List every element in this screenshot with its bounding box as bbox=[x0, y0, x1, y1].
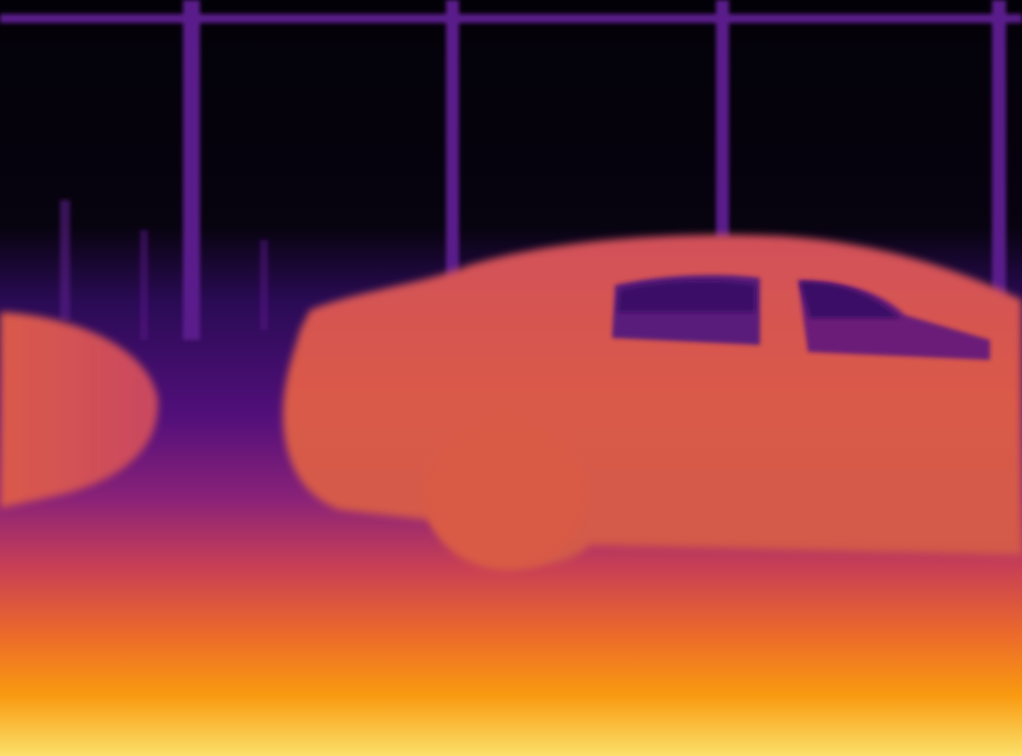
left-car bbox=[0, 312, 159, 508]
wheel bbox=[425, 420, 585, 570]
fence bbox=[0, 0, 1022, 340]
window-dark bbox=[800, 282, 900, 318]
window-dark bbox=[618, 280, 755, 312]
